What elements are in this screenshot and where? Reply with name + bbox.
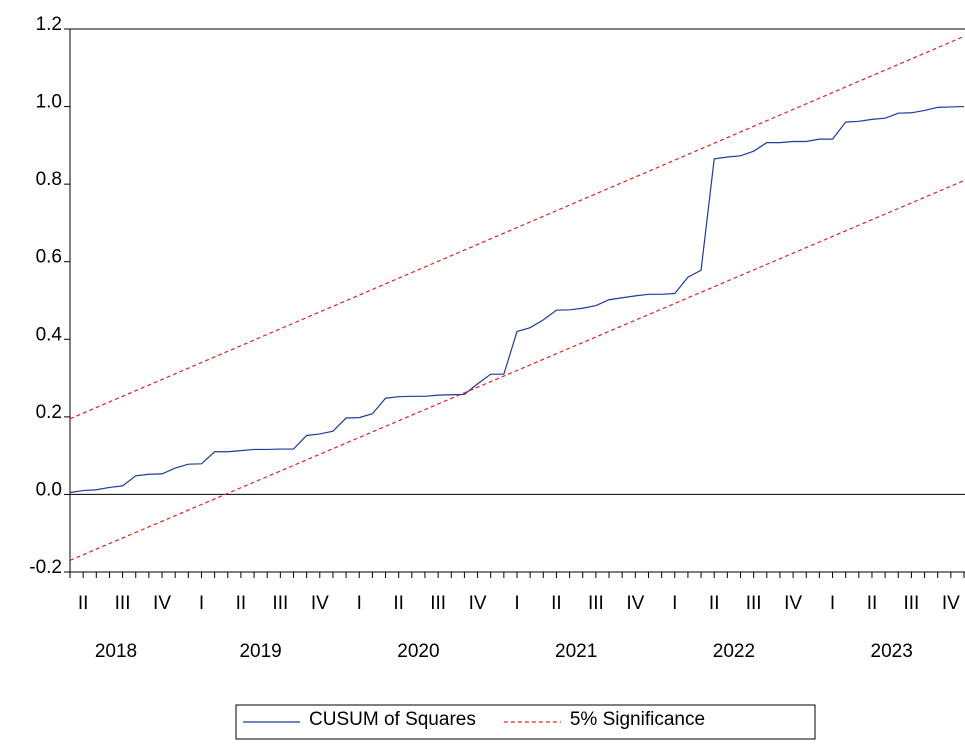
x-tick-label: IV: [469, 593, 487, 614]
x-tick-label: IV: [153, 593, 171, 614]
series-line: [69, 35, 965, 420]
x-tick-label: II: [78, 593, 89, 614]
y-tick-label: 0.6: [36, 247, 62, 268]
year-label: 2020: [397, 641, 439, 662]
x-tick-label: I: [199, 593, 204, 614]
x-tick-label: IV: [626, 593, 644, 614]
x-tick-label: III: [588, 593, 604, 614]
y-tick-label: 0.8: [36, 169, 62, 190]
year-label: 2022: [713, 641, 755, 662]
series-line: [69, 105, 965, 494]
legend-label: CUSUM of Squares: [309, 709, 476, 730]
y-tick-label: 0.2: [36, 402, 62, 423]
y-tick-label: 0.0: [36, 479, 62, 500]
series-line: [69, 180, 965, 561]
x-tick-label: IV: [942, 593, 960, 614]
x-tick-label: II: [709, 593, 720, 614]
x-tick-label: I: [514, 593, 519, 614]
y-tick-label: 1.0: [36, 92, 62, 113]
x-tick-label: IV: [784, 593, 802, 614]
x-tick-label: II: [393, 593, 404, 614]
x-tick-label: II: [551, 593, 562, 614]
year-label: 2019: [239, 641, 281, 662]
x-tick-label: I: [672, 593, 677, 614]
y-tick-label: -0.2: [29, 557, 62, 578]
x-tick-label: III: [272, 593, 288, 614]
x-tick-label: III: [746, 593, 762, 614]
x-tick-label: III: [115, 593, 131, 614]
x-tick-label: II: [867, 593, 878, 614]
legend-label: 5% Significance: [570, 709, 705, 730]
x-tick-label: IV: [311, 593, 329, 614]
year-label: 2021: [555, 641, 597, 662]
year-label: 2023: [871, 641, 913, 662]
y-tick-label: 1.2: [36, 14, 62, 35]
x-tick-label: II: [236, 593, 247, 614]
year-label: 2018: [95, 641, 137, 662]
x-tick-label: III: [903, 593, 919, 614]
x-tick-label: I: [357, 593, 362, 614]
y-tick-label: 0.4: [36, 324, 63, 345]
x-tick-label: I: [830, 593, 835, 614]
x-tick-label: III: [430, 593, 446, 614]
